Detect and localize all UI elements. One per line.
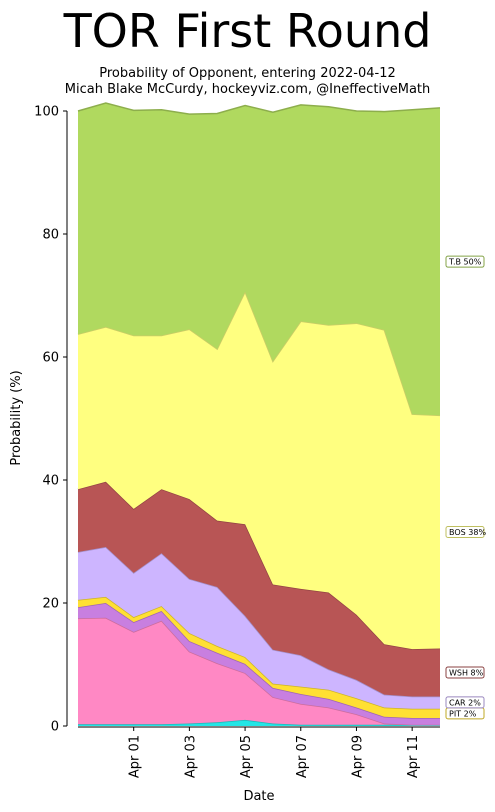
y-tick-label: 60 xyxy=(42,351,59,366)
x-tick-label: Apr 05 xyxy=(239,735,254,778)
series-labels: PIT 2% CAR 2% WSH 8% BOS 38% T.B 50% xyxy=(445,255,486,720)
series-label-box xyxy=(445,696,485,709)
series-label-text: BOS 38% xyxy=(449,528,486,537)
x-axis-label: Date xyxy=(243,789,274,804)
area-wsh xyxy=(78,481,440,697)
series-label-box xyxy=(445,525,485,538)
series-label-text: WSH 8% xyxy=(449,668,484,677)
chart-credit: Micah Blake McCurdy, hockeyviz.com, @Ine… xyxy=(64,82,431,97)
y-tick-label: 80 xyxy=(42,228,59,243)
series-label-bos: BOS 38% xyxy=(445,525,486,538)
series-label-box xyxy=(445,666,485,679)
x-tick-label: Apr 11 xyxy=(406,735,421,778)
series-label-text: PIT 2% xyxy=(449,709,477,718)
y-tick-label: 40 xyxy=(42,474,59,489)
series-label-text: T.B 50% xyxy=(448,258,482,267)
stacked-areas xyxy=(77,102,441,726)
series-label-wsh: WSH 8% xyxy=(445,666,485,679)
y-tick-label: 100 xyxy=(34,105,59,120)
x-tick-label: Apr 07 xyxy=(295,735,310,778)
y-axis-label: Probability (%) xyxy=(9,370,24,465)
y-tick-label: 0 xyxy=(51,720,59,735)
chart-title: TOR First Round xyxy=(63,4,432,58)
area-fla xyxy=(78,617,440,725)
tick-labels: 0 20 40 60 80 100 Apr 01 Apr 03 Apr 05 Apr 07 Apr … xyxy=(34,105,421,779)
series-label-box xyxy=(445,255,485,268)
series-label-pit: PIT 2% xyxy=(445,707,485,720)
area-edge-t-b xyxy=(77,102,441,115)
area-bos xyxy=(78,291,440,650)
area-car xyxy=(78,547,440,709)
y-tick-label: 20 xyxy=(42,597,59,612)
area-nyr xyxy=(78,603,440,725)
x-tick-label: Apr 09 xyxy=(350,735,365,778)
x-tick-label: Apr 03 xyxy=(183,735,198,778)
series-label-text: CAR 2% xyxy=(449,698,481,707)
series-label-t-b: T.B 50% xyxy=(445,255,485,268)
series-label-car: CAR 2% xyxy=(445,696,485,709)
area-t-b xyxy=(78,103,440,416)
chart-subtitle: Probability of Opponent, entering 2022-0… xyxy=(99,66,396,81)
x-tick-label: Apr 01 xyxy=(128,735,143,778)
axes xyxy=(66,111,440,728)
